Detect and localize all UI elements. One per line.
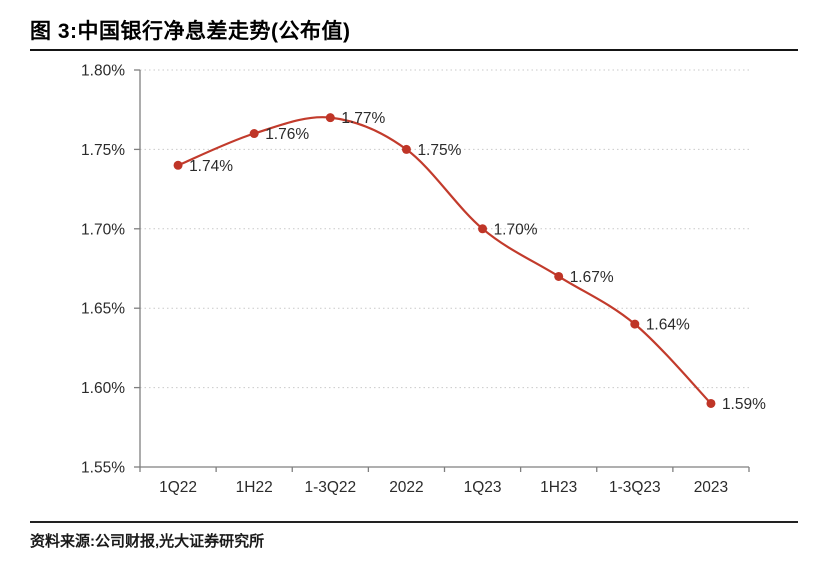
x-tick-label: 2022 — [389, 479, 423, 496]
y-tick-label: 1.80% — [81, 63, 125, 80]
data-point-marker — [173, 160, 183, 170]
y-tick-label: 1.70% — [81, 221, 125, 238]
data-point-label: 1.76% — [265, 126, 309, 143]
title-divider — [30, 49, 798, 51]
data-point-label: 1.67% — [570, 269, 614, 286]
trend-line — [177, 116, 712, 405]
data-point-label: 1.64% — [646, 317, 690, 334]
data-point-marker — [478, 224, 488, 234]
x-tick-label: 1H23 — [540, 479, 577, 496]
y-tick-label: 1.65% — [81, 301, 125, 318]
data-point-marker — [706, 398, 716, 408]
data-point-marker — [325, 113, 335, 123]
y-tick-label: 1.75% — [81, 142, 125, 159]
figure-title: 图 3:中国银行净息差走势(公布值) — [30, 20, 351, 43]
y-tick-label: 1.55% — [81, 460, 125, 477]
x-tick-label: 1H22 — [236, 479, 273, 496]
data-point-marker — [401, 144, 411, 154]
data-point-label: 1.77% — [341, 110, 385, 127]
x-tick-label: 1Q23 — [464, 479, 502, 496]
data-point-label: 1.59% — [722, 396, 766, 413]
data-point-marker — [630, 319, 640, 329]
x-tick-label: 1-3Q23 — [609, 479, 661, 496]
data-point-label: 1.74% — [189, 158, 233, 175]
x-tick-label: 1-3Q22 — [304, 479, 356, 496]
footer-divider — [30, 521, 798, 523]
x-tick-label: 1Q22 — [159, 479, 197, 496]
data-point-marker — [554, 271, 564, 281]
data-point-label: 1.70% — [494, 221, 538, 238]
x-tick-label: 2023 — [694, 479, 728, 496]
source-note: 资料来源:公司财报,光大证券研究所 — [30, 533, 265, 550]
data-point-label: 1.75% — [417, 142, 461, 159]
data-point-marker — [249, 129, 259, 139]
y-tick-label: 1.60% — [81, 380, 125, 397]
